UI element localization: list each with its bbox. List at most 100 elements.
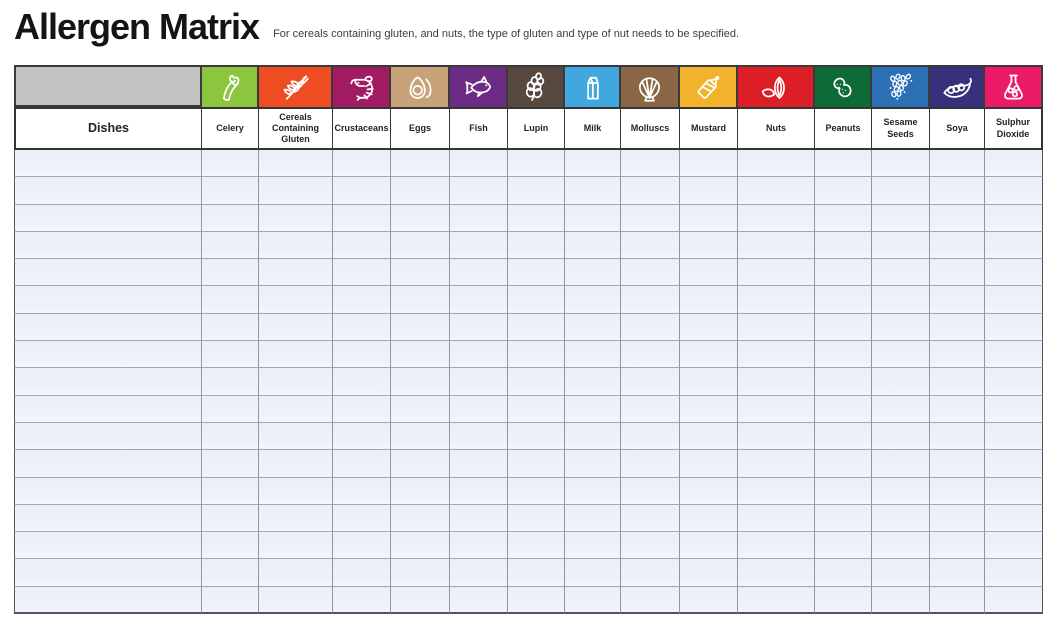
matrix-cell[interactable] — [202, 559, 259, 587]
matrix-cell[interactable] — [202, 368, 259, 396]
matrix-cell[interactable] — [333, 177, 391, 205]
dish-name-cell[interactable] — [14, 150, 202, 178]
matrix-cell[interactable] — [450, 559, 508, 587]
matrix-cell[interactable] — [680, 450, 738, 478]
matrix-cell[interactable] — [391, 231, 450, 260]
matrix-cell[interactable] — [450, 368, 508, 396]
dish-name-cell[interactable] — [14, 395, 202, 423]
matrix-cell[interactable] — [508, 504, 565, 533]
matrix-cell[interactable] — [202, 532, 259, 560]
dish-name-cell[interactable] — [14, 450, 202, 478]
matrix-cell[interactable] — [872, 177, 930, 205]
matrix-cell[interactable] — [621, 450, 680, 478]
matrix-cell[interactable] — [621, 368, 680, 396]
matrix-cell[interactable] — [508, 313, 565, 342]
matrix-cell[interactable] — [680, 559, 738, 587]
matrix-cell[interactable] — [680, 586, 738, 615]
matrix-cell[interactable] — [565, 286, 621, 314]
matrix-cell[interactable] — [985, 532, 1043, 560]
matrix-cell[interactable] — [621, 586, 680, 615]
matrix-cell[interactable] — [565, 204, 621, 232]
matrix-cell[interactable] — [680, 504, 738, 533]
matrix-cell[interactable] — [738, 313, 815, 342]
matrix-cell[interactable] — [333, 204, 391, 232]
matrix-cell[interactable] — [680, 259, 738, 287]
matrix-cell[interactable] — [985, 450, 1043, 478]
matrix-cell[interactable] — [680, 422, 738, 451]
matrix-cell[interactable] — [680, 477, 738, 505]
matrix-cell[interactable] — [565, 150, 621, 178]
matrix-cell[interactable] — [680, 286, 738, 314]
matrix-cell[interactable] — [450, 313, 508, 342]
matrix-cell[interactable] — [333, 504, 391, 533]
matrix-cell[interactable] — [930, 341, 985, 369]
matrix-cell[interactable] — [815, 313, 872, 342]
matrix-cell[interactable] — [930, 559, 985, 587]
matrix-cell[interactable] — [450, 177, 508, 205]
matrix-cell[interactable] — [565, 422, 621, 451]
matrix-cell[interactable] — [450, 504, 508, 533]
matrix-cell[interactable] — [985, 231, 1043, 260]
matrix-cell[interactable] — [985, 477, 1043, 505]
dish-name-cell[interactable] — [14, 204, 202, 232]
matrix-cell[interactable] — [259, 586, 333, 615]
matrix-cell[interactable] — [259, 313, 333, 342]
matrix-cell[interactable] — [259, 532, 333, 560]
matrix-cell[interactable] — [450, 586, 508, 615]
matrix-cell[interactable] — [508, 231, 565, 260]
matrix-cell[interactable] — [450, 231, 508, 260]
dish-name-cell[interactable] — [14, 313, 202, 342]
matrix-cell[interactable] — [450, 150, 508, 178]
matrix-cell[interactable] — [202, 504, 259, 533]
matrix-cell[interactable] — [872, 259, 930, 287]
matrix-cell[interactable] — [202, 259, 259, 287]
matrix-cell[interactable] — [872, 559, 930, 587]
matrix-cell[interactable] — [333, 422, 391, 451]
matrix-cell[interactable] — [259, 341, 333, 369]
matrix-cell[interactable] — [815, 286, 872, 314]
matrix-cell[interactable] — [815, 177, 872, 205]
matrix-cell[interactable] — [738, 177, 815, 205]
matrix-cell[interactable] — [872, 586, 930, 615]
matrix-cell[interactable] — [259, 395, 333, 423]
matrix-cell[interactable] — [815, 586, 872, 615]
matrix-cell[interactable] — [333, 586, 391, 615]
matrix-cell[interactable] — [738, 532, 815, 560]
matrix-cell[interactable] — [333, 532, 391, 560]
dish-name-cell[interactable] — [14, 368, 202, 396]
matrix-cell[interactable] — [202, 395, 259, 423]
matrix-cell[interactable] — [738, 450, 815, 478]
matrix-cell[interactable] — [680, 532, 738, 560]
matrix-cell[interactable] — [391, 450, 450, 478]
matrix-cell[interactable] — [508, 286, 565, 314]
matrix-cell[interactable] — [259, 368, 333, 396]
matrix-cell[interactable] — [872, 450, 930, 478]
matrix-cell[interactable] — [815, 368, 872, 396]
matrix-cell[interactable] — [621, 177, 680, 205]
matrix-cell[interactable] — [259, 450, 333, 478]
matrix-cell[interactable] — [508, 559, 565, 587]
matrix-cell[interactable] — [565, 532, 621, 560]
matrix-cell[interactable] — [565, 559, 621, 587]
matrix-cell[interactable] — [259, 504, 333, 533]
matrix-cell[interactable] — [621, 422, 680, 451]
matrix-cell[interactable] — [565, 504, 621, 533]
matrix-cell[interactable] — [621, 231, 680, 260]
matrix-cell[interactable] — [202, 286, 259, 314]
matrix-cell[interactable] — [985, 368, 1043, 396]
matrix-cell[interactable] — [450, 259, 508, 287]
matrix-cell[interactable] — [508, 177, 565, 205]
matrix-cell[interactable] — [333, 341, 391, 369]
matrix-cell[interactable] — [985, 422, 1043, 451]
matrix-cell[interactable] — [872, 395, 930, 423]
matrix-cell[interactable] — [680, 204, 738, 232]
matrix-cell[interactable] — [391, 313, 450, 342]
dish-name-cell[interactable] — [14, 422, 202, 451]
matrix-cell[interactable] — [985, 286, 1043, 314]
matrix-cell[interactable] — [985, 313, 1043, 342]
matrix-cell[interactable] — [815, 450, 872, 478]
matrix-cell[interactable] — [738, 559, 815, 587]
matrix-cell[interactable] — [333, 450, 391, 478]
matrix-cell[interactable] — [202, 313, 259, 342]
matrix-cell[interactable] — [985, 559, 1043, 587]
